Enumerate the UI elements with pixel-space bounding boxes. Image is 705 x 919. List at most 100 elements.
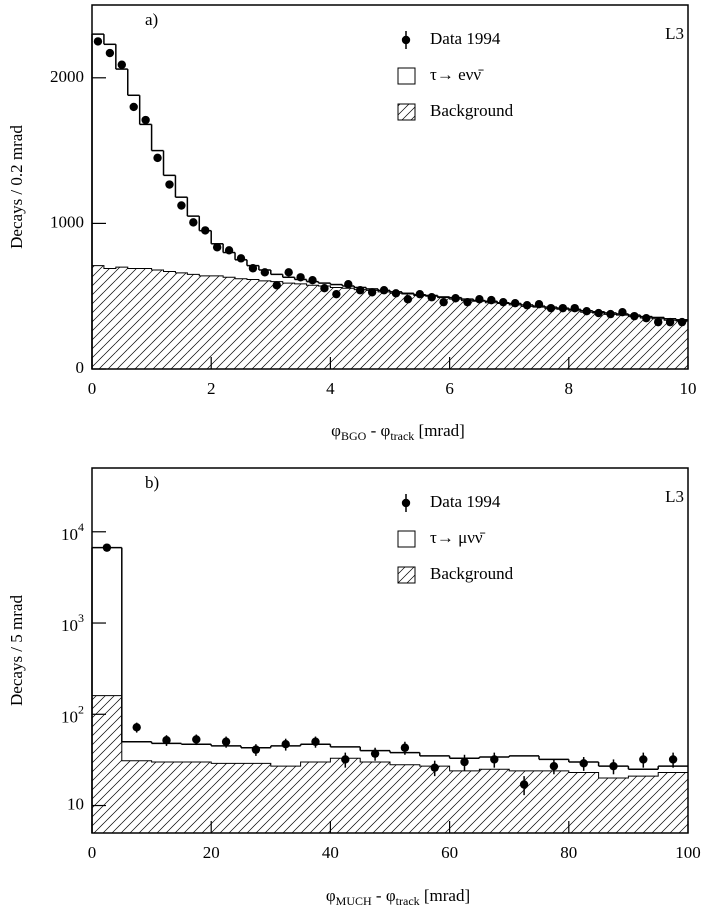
data-point	[391, 289, 401, 298]
data-point	[320, 283, 329, 293]
data-point	[177, 201, 186, 210]
data-point	[281, 740, 290, 749]
background-bin	[246, 279, 259, 369]
background-bin	[413, 295, 426, 369]
background-bin	[580, 312, 593, 369]
background-bin	[151, 761, 182, 833]
x-tick-label: 2	[207, 379, 216, 398]
data-point	[132, 723, 141, 732]
legend-label: Data 1994	[430, 29, 501, 48]
data-point	[519, 780, 529, 789]
data-point	[639, 755, 648, 764]
background-bin	[270, 281, 283, 369]
legend-label: Background	[430, 564, 514, 583]
data-point	[284, 268, 293, 277]
data-point	[102, 543, 112, 552]
data-point	[475, 295, 484, 304]
background-bin	[360, 761, 390, 833]
data-point	[162, 735, 171, 745]
y-tick-label: 0	[76, 358, 85, 377]
data-point	[308, 275, 317, 285]
background-bin	[366, 290, 379, 369]
x-tick-label: 0	[88, 843, 97, 862]
background-bin	[294, 283, 307, 369]
x-tick-label: 100	[675, 843, 701, 862]
background-bin	[521, 306, 534, 369]
data-point	[236, 254, 246, 263]
background-bin	[449, 299, 462, 369]
data-point	[558, 303, 568, 313]
data-point	[451, 294, 460, 303]
x-tick-label: 8	[565, 379, 574, 398]
background-bin	[270, 766, 301, 833]
background-bin	[425, 296, 438, 369]
data-point	[356, 286, 365, 295]
data-point	[487, 295, 496, 305]
background-bin	[354, 289, 367, 369]
data-point	[654, 317, 663, 327]
background-bin	[628, 316, 641, 369]
data-point	[341, 755, 350, 764]
x-axis-label: φBGO - φtrack [mrad]	[331, 421, 465, 443]
background-bin	[604, 314, 617, 369]
data-point	[510, 298, 520, 308]
data-point	[490, 755, 499, 764]
legend-label: Background	[430, 101, 514, 120]
background-bin	[652, 318, 665, 369]
background-bin	[103, 268, 116, 369]
data-point	[460, 757, 469, 767]
data-point	[344, 280, 353, 289]
background-bin	[401, 294, 414, 369]
x-tick-label: 20	[203, 843, 220, 862]
legend-label: Data 1994	[430, 492, 501, 511]
data-point	[93, 37, 103, 46]
background-bin	[598, 778, 629, 833]
legend-swatch	[397, 566, 416, 584]
x-tick-label: 0	[88, 379, 97, 398]
background-bin	[616, 315, 629, 369]
background-bin	[676, 320, 688, 369]
data-point	[105, 48, 115, 58]
background-bin	[437, 297, 450, 369]
data-point	[522, 301, 532, 310]
data-point	[192, 735, 201, 744]
data-point	[606, 309, 615, 319]
panel-label: b)	[145, 473, 159, 492]
y-axis-label: Decays / 0.2 mrad	[7, 125, 26, 249]
background-bin	[330, 758, 361, 833]
legend-swatch	[397, 67, 416, 85]
background-bin	[509, 304, 522, 369]
background-bin	[497, 303, 510, 369]
background-bin	[163, 271, 176, 369]
background-outline	[92, 695, 688, 779]
background-bin	[556, 309, 569, 369]
data-point	[630, 311, 639, 321]
data-point	[311, 737, 320, 746]
y-tick-label: 104	[61, 520, 84, 544]
background-bin	[175, 272, 188, 369]
data-point	[400, 743, 410, 752]
background-bin	[628, 776, 659, 833]
data-point	[439, 297, 448, 307]
background-bin	[127, 268, 140, 369]
data-point	[117, 60, 127, 69]
data-point	[582, 306, 591, 316]
data-point	[415, 289, 424, 299]
data-point	[665, 317, 675, 327]
data-point	[367, 288, 377, 297]
background-bin	[211, 275, 224, 369]
background-bin	[121, 760, 152, 833]
background-bin	[181, 761, 212, 833]
background-bin	[485, 302, 498, 369]
data-point	[463, 297, 472, 307]
background-bin	[533, 307, 545, 369]
background-bin	[139, 268, 152, 369]
data-point	[248, 264, 258, 273]
x-tick-label: 6	[445, 379, 454, 398]
data-point	[534, 300, 544, 309]
y-tick-label: 1000	[50, 212, 84, 231]
background-bin	[92, 695, 122, 833]
background-bin	[390, 764, 420, 833]
background-bin	[235, 278, 247, 369]
background-bin	[300, 761, 331, 833]
